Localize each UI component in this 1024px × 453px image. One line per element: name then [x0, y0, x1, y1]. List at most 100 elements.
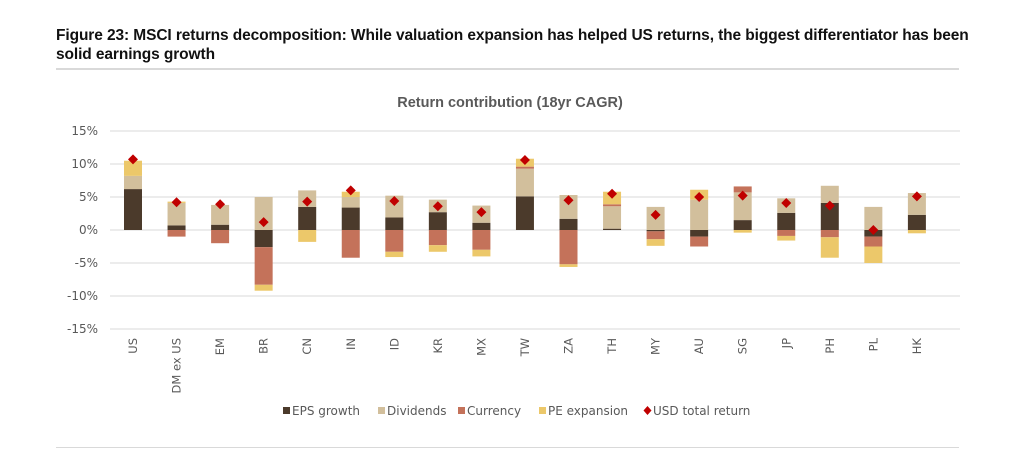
- legend-label: USD total return: [653, 404, 750, 418]
- y-tick-label: -10%: [67, 289, 98, 303]
- bar-currency: [428, 230, 447, 246]
- bar-dividends: [690, 199, 709, 230]
- bar-pe-expansion: [559, 264, 578, 267]
- x-category-label: AU: [692, 338, 706, 354]
- x-category-label: US: [126, 338, 140, 354]
- marker-usd-total-return: [563, 195, 574, 206]
- bars: [124, 158, 926, 291]
- bar-currency: [559, 230, 578, 265]
- figure-title: Figure 23: MSCI returns decomposition: W…: [56, 27, 969, 63]
- y-tick-label: 10%: [71, 157, 98, 171]
- x-category-label: MX: [474, 338, 488, 356]
- bar-pe-expansion: [646, 239, 665, 246]
- bar-eps-growth: [907, 214, 926, 230]
- x-category-label: TH: [605, 338, 619, 355]
- bar-pe-expansion: [254, 284, 273, 291]
- marker-usd-total-return: [868, 225, 879, 235]
- bar-currency: [733, 186, 752, 193]
- legend-label: Dividends: [387, 404, 446, 418]
- gridlines: [110, 130, 960, 330]
- y-tick-label: 15%: [71, 124, 98, 138]
- marker-usd-total-return: [694, 192, 705, 202]
- marker-usd-total-return: [737, 190, 748, 201]
- bar-pe-expansion: [385, 251, 404, 258]
- marker-usd-total-return: [389, 195, 400, 206]
- marker-usd-total-return: [607, 188, 618, 199]
- marker-usd-total-return: [650, 209, 661, 220]
- x-category-label: KR: [431, 338, 445, 354]
- marker-usd-total-return: [128, 154, 138, 165]
- marker-usd-total-return: [432, 201, 443, 212]
- bar-eps-growth: [341, 207, 360, 230]
- bar-currency: [690, 236, 709, 247]
- bar-eps-growth: [690, 230, 709, 237]
- legend-swatch: [458, 407, 465, 414]
- marker-usd-total-return: [519, 155, 530, 166]
- marker-usd-total-return: [345, 185, 356, 196]
- marker-usd-total-return: [171, 197, 182, 208]
- legend-marker: [643, 406, 652, 415]
- bar-currency: [820, 230, 839, 238]
- bar-eps-growth: [603, 228, 622, 230]
- marker-usd-total-return: [302, 196, 313, 207]
- y-tick-label: 5%: [79, 190, 98, 204]
- y-tick-label: 0%: [79, 223, 98, 237]
- bar-dividends: [211, 204, 230, 225]
- marker-usd-total-return: [476, 207, 487, 218]
- bar-pe-expansion: [907, 230, 926, 234]
- x-category-label: CN: [300, 338, 314, 355]
- bar-pe-expansion: [864, 246, 883, 263]
- marker-usd-total-return: [824, 200, 835, 211]
- bar-currency: [472, 230, 491, 250]
- x-category-label: BR: [257, 338, 271, 354]
- bar-eps-growth: [298, 206, 317, 230]
- x-category-label: ZA: [562, 338, 576, 354]
- marker-usd-total-return: [215, 199, 226, 210]
- y-tick-label: -15%: [67, 322, 98, 336]
- x-category-label: PH: [823, 338, 837, 354]
- legend: EPS growth Dividends Currency PE expansion U…: [283, 404, 750, 418]
- bar-eps-growth: [211, 224, 230, 230]
- bar-dividends: [820, 185, 839, 203]
- legend-label: PE expansion: [548, 404, 628, 418]
- marker-usd-total-return: [258, 217, 269, 228]
- bar-dividends: [733, 192, 752, 221]
- bar-dividends: [559, 195, 578, 219]
- bar-eps-growth: [515, 196, 534, 230]
- bar-eps-growth: [428, 212, 447, 230]
- bar-currency: [864, 236, 883, 247]
- bar-currency: [646, 231, 665, 240]
- top-divider: [56, 68, 959, 70]
- total-return-markers: [128, 154, 922, 235]
- x-category-label: DM ex US: [170, 338, 184, 393]
- x-category-label: TW: [518, 338, 532, 357]
- bar-pe-expansion: [298, 230, 317, 242]
- marker-usd-total-return: [911, 191, 922, 202]
- bar-dividends: [167, 202, 186, 226]
- bar-pe-expansion: [124, 160, 142, 176]
- bar-pe-expansion: [777, 235, 796, 241]
- bar-eps-growth: [646, 230, 665, 232]
- legend-swatch: [539, 407, 546, 414]
- bar-currency: [385, 230, 404, 252]
- chart-title: Return contribution (18yr CAGR): [397, 95, 623, 111]
- x-category-label: MY: [649, 337, 663, 355]
- bar-eps-growth: [820, 202, 839, 230]
- x-category-label: EM: [213, 338, 227, 355]
- bar-dividends: [515, 168, 534, 197]
- marker-usd-total-return: [781, 197, 792, 208]
- bar-dividends: [907, 193, 926, 215]
- bar-eps-growth: [472, 222, 491, 230]
- bar-eps-growth: [559, 218, 578, 230]
- bar-eps-growth: [254, 230, 273, 248]
- bar-eps-growth: [733, 220, 752, 230]
- bar-currency: [341, 230, 360, 258]
- bar-dividends: [864, 206, 883, 230]
- x-category-label: IN: [344, 338, 358, 350]
- x-category-label: PL: [866, 337, 880, 351]
- x-category-label: JP: [779, 338, 793, 349]
- legend-swatch: [378, 407, 385, 414]
- bar-dividends: [603, 206, 622, 229]
- x-category-label: HK: [910, 338, 924, 355]
